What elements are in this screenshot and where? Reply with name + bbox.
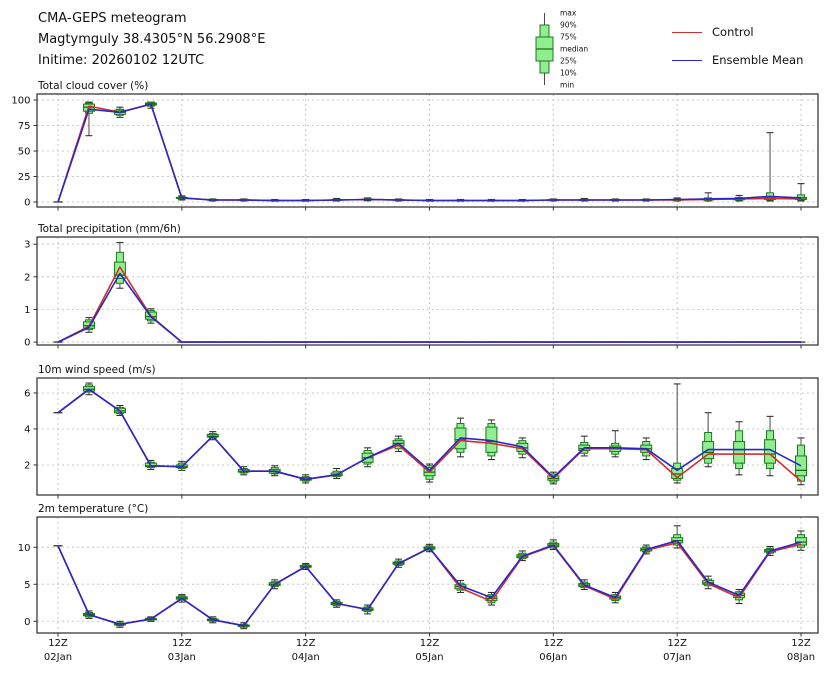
x-tick-label-time: 12Z [791,638,811,649]
control-line [57,103,802,203]
control-label: Control [712,25,754,39]
panel-title-temp: 2m temperature (°C) [38,503,149,515]
y-tick-label: 0 [24,338,30,349]
ensemble-mean-line [57,103,802,203]
x-tick-label-date: 04Jan [292,652,320,663]
panel-title-wind: 10m wind speed (m/s) [38,364,156,376]
box-25-75 [795,455,807,477]
x-tick-label-time: 12Z [667,638,687,649]
legend-box-label: median [560,45,588,54]
ensemble-label: Ensemble Mean [712,53,804,67]
panel-title-precip: Total precipitation (mm/6h) [38,223,181,235]
y-tick-label: 5 [24,580,30,591]
legend-box-label: 90% [560,21,577,30]
page-title: CMA-GEPS meteogram [38,11,187,26]
y-tick-label: 0 [24,198,30,209]
inittime-line: Initime: 20260102 12UTC [38,53,205,68]
y-tick-label: 3 [24,240,30,251]
panel-border [36,93,819,208]
x-tick-label-date: 08Jan [787,652,815,663]
y-tick-label: 2 [24,272,30,283]
control-line-swatch [672,31,702,33]
header-block: CMA-GEPS meteogram Magtymguly 38.4305°N … [38,8,265,71]
legend-entry-control: Control [672,25,754,39]
y-tick-label: 0 [24,617,30,628]
panel-title-cloud: Total cloud cover (%) [38,80,149,92]
legend-box-label: 25% [560,57,577,66]
location-line: Magtymguly 38.4305°N 56.2908°E [38,32,266,47]
legend-box-label: max [560,9,577,18]
legend-box-label: 75% [560,33,577,42]
x-tick-label-date: 03Jan [168,652,196,663]
y-tick-label: 4 [24,424,30,435]
x-tick-label-time: 12Z [420,638,440,649]
x-tick-label-time: 12Z [544,638,564,649]
x-tick-label-date: 07Jan [663,652,691,663]
x-tick-label-time: 12Z [296,638,316,649]
box-25-75 [733,441,746,464]
y-tick-label: 75 [18,121,31,132]
x-tick-label-date: 06Jan [539,652,567,663]
y-tick-label: 100 [11,96,30,107]
y-tick-label: 50 [18,147,31,158]
ensemble-line-swatch [672,59,702,61]
box-25-75 [113,261,126,279]
legend-entry-ensemble: Ensemble Mean [672,53,803,67]
legend-box-label: min [560,81,574,90]
panel-border [36,377,819,496]
ensemble-mean-line [57,539,802,627]
y-tick-label: 10 [18,543,31,554]
y-tick-label: 2 [24,460,30,471]
ensemble-mean-line [57,388,802,481]
box-25-75 [764,439,777,464]
x-tick-label-date: 05Jan [415,652,443,663]
panel-border [36,516,819,634]
x-tick-label-time: 12Z [48,638,68,649]
panel-border [36,236,819,346]
ensemble-mean-line [57,272,801,343]
y-tick-label: 6 [24,388,30,399]
y-tick-label: 25 [18,172,31,183]
x-tick-label-time: 12Z [172,638,192,649]
legend-box-label: 10% [560,69,577,78]
y-tick-label: 1 [24,305,30,316]
x-tick-label-date: 02Jan [44,652,72,663]
